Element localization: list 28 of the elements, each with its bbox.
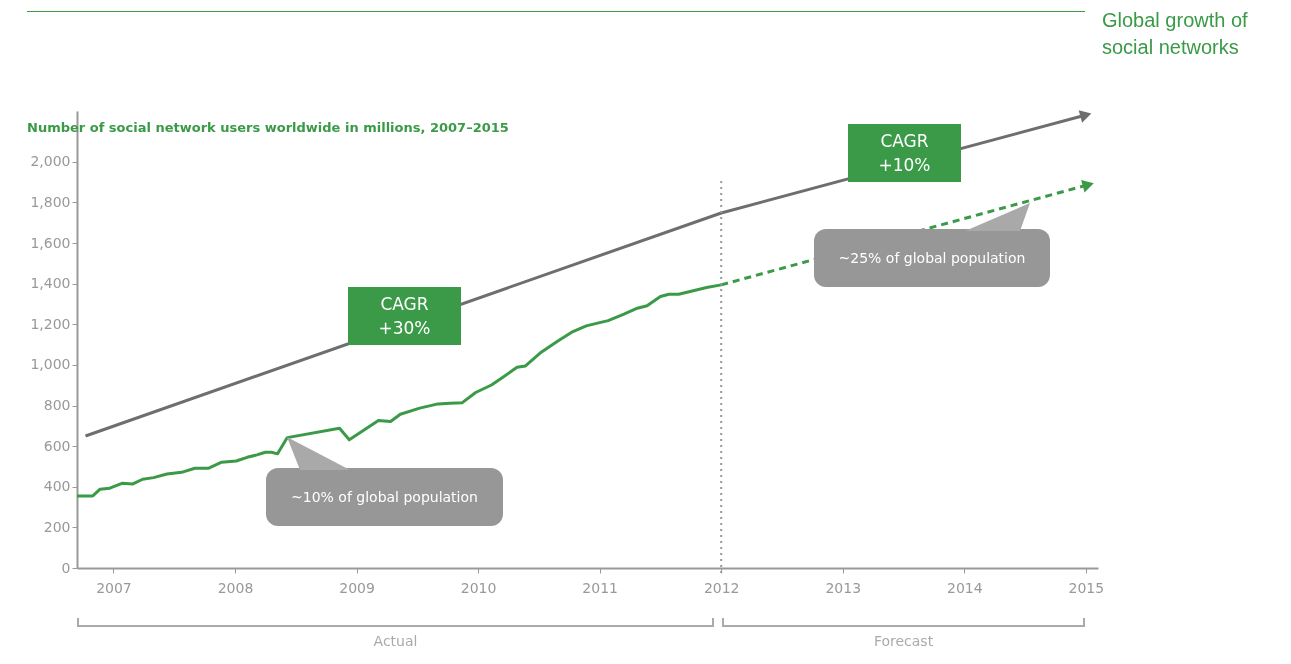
y-tick-label: 400 bbox=[43, 478, 71, 495]
y-tick-label: 1,600 bbox=[30, 234, 71, 251]
x-tick-label: 2007 bbox=[96, 579, 132, 596]
y-tick-label: 1,400 bbox=[30, 275, 71, 292]
text: Forecast bbox=[872, 633, 935, 649]
y-tick-label: 600 bbox=[43, 437, 71, 454]
y-tick-label: 0 bbox=[61, 559, 71, 576]
y-tick-label: 200 bbox=[43, 518, 71, 535]
label-box: CAGR +30% bbox=[348, 287, 461, 345]
y-tick-label: 2,000 bbox=[30, 153, 71, 170]
x-tick-label: 2008 bbox=[217, 579, 254, 596]
y-tick-label: 1,200 bbox=[30, 315, 71, 332]
x-tick-label: 2009 bbox=[339, 579, 375, 596]
x-tick-label: 2011 bbox=[582, 579, 618, 596]
x-tick-label: 2014 bbox=[946, 579, 983, 596]
x-tick-label: 2012 bbox=[703, 579, 740, 596]
label-box: CAGR +10% bbox=[848, 124, 961, 182]
x-tick-label: 2013 bbox=[825, 579, 862, 596]
y-tick-label: 1,800 bbox=[30, 193, 71, 210]
annotation: ~25% of global population bbox=[814, 229, 1050, 287]
text: Global growth of social networks bbox=[1102, 8, 1249, 60]
y-tick-label: 1,000 bbox=[30, 356, 71, 373]
y-tick-label: 800 bbox=[43, 397, 71, 414]
x-tick-label: 2015 bbox=[1068, 579, 1105, 596]
text: Actual bbox=[372, 633, 419, 649]
text: Number of social network users worldwide in millions, 2007–2015 bbox=[27, 120, 509, 135]
x-tick-label: 2010 bbox=[460, 579, 497, 596]
annotation: ~10% of global population bbox=[266, 468, 503, 526]
